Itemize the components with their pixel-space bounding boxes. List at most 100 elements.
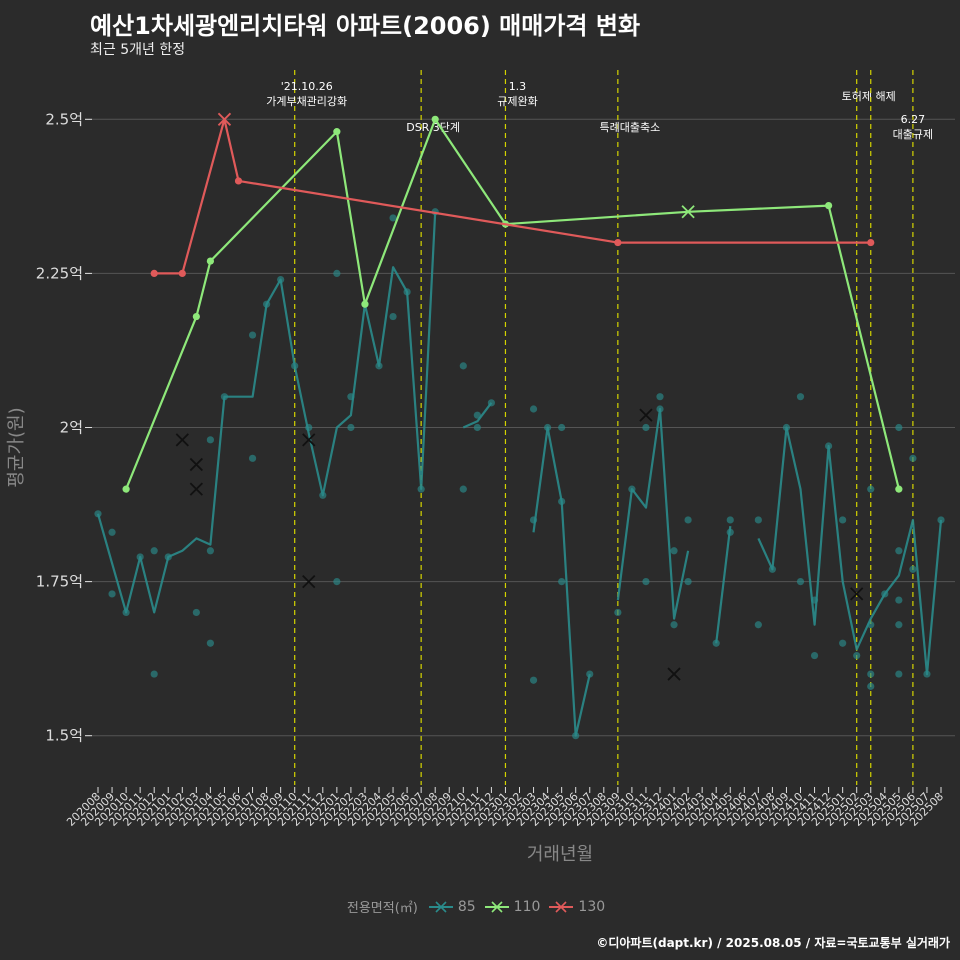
data-point-85: [656, 405, 664, 413]
legend-swatch-85-icon: [428, 900, 453, 913]
data-point-85: [726, 528, 734, 536]
data-point-85: [319, 491, 327, 499]
data-point-85: [670, 621, 678, 629]
data-point-85: [136, 553, 144, 561]
data-point-130: [178, 269, 186, 278]
series-line-85: [96, 211, 437, 614]
data-point-85: [937, 516, 945, 524]
data-point-85: [923, 670, 931, 678]
data-point-85: [867, 485, 875, 493]
data-point-85: [656, 393, 664, 401]
data-point-110: [825, 202, 833, 210]
data-point-85: [558, 423, 566, 432]
data-point-85: [389, 214, 397, 222]
data-point-85: [473, 411, 481, 419]
data-point-85: [459, 362, 467, 370]
data-point-85: [417, 485, 425, 493]
legend-title: 전용면적(㎡): [346, 901, 418, 916]
data-point-110: [122, 485, 130, 493]
data-point-85: [726, 516, 734, 524]
data-point-85: [558, 577, 566, 586]
legend: 전용면적(㎡) 85 110 130: [0, 897, 960, 917]
data-point-85: [333, 577, 341, 586]
data-point-85: [586, 670, 594, 678]
data-point-85: [782, 423, 791, 432]
data-point-85: [895, 621, 903, 629]
data-point-85: [628, 485, 636, 493]
data-point-85: [150, 547, 158, 555]
data-point-85: [895, 423, 903, 432]
data-point-85: [94, 510, 102, 518]
data-point-85: [572, 732, 580, 740]
data-point-85: [839, 639, 847, 647]
data-point-85: [867, 670, 875, 678]
data-point-85: [839, 516, 847, 524]
data-cross-85: [667, 667, 681, 681]
data-point-110: [431, 115, 439, 123]
data-point-85: [825, 442, 833, 450]
legend-swatch-110-icon: [484, 900, 509, 913]
data-point-85: [347, 423, 355, 432]
legend-swatch-130-icon: [549, 900, 574, 913]
data-point-85: [403, 288, 411, 296]
data-point-85: [122, 608, 130, 617]
data-point-85: [389, 312, 397, 321]
data-point-85: [796, 393, 805, 401]
data-cross-85: [850, 587, 864, 601]
data-point-85: [529, 676, 538, 684]
source-caption: ©디아파트(dapt.kr) / 2025.08.05 / 자료=국토교통부 실…: [596, 936, 950, 950]
event-label: '21.10.26: [281, 80, 333, 93]
data-point-85: [712, 639, 720, 647]
series-line-85: [616, 407, 690, 620]
data-point-85: [459, 485, 467, 493]
data-point-85: [684, 577, 692, 586]
legend-label-110: 110: [513, 898, 541, 915]
y-tick-label: 1.75억: [36, 573, 83, 591]
data-point-85: [853, 651, 861, 660]
data-point-85: [529, 405, 538, 413]
data-cross-85: [302, 574, 316, 589]
data-point-110: [192, 312, 200, 321]
data-point-85: [291, 362, 299, 370]
data-point-85: [867, 621, 875, 629]
data-cross-85: [189, 457, 203, 472]
data-point-85: [642, 423, 650, 432]
data-point-130: [150, 269, 158, 278]
data-point-110: [206, 257, 214, 265]
legend-label-130: 130: [578, 898, 606, 915]
data-point-85: [473, 423, 481, 432]
data-cross-85: [302, 433, 316, 447]
data-point-85: [150, 670, 158, 678]
data-point-85: [192, 608, 200, 617]
y-tick-label: 2억: [60, 419, 83, 437]
legend-item-110: 110: [484, 898, 541, 915]
data-cross-85: [189, 482, 203, 496]
event-label: 1.3: [509, 80, 527, 93]
data-point-85: [164, 553, 172, 561]
data-point-85: [248, 331, 257, 339]
data-point-85: [881, 590, 889, 598]
data-point-85: [909, 565, 917, 573]
y-tick-label: 2.5억: [45, 110, 83, 128]
data-cross-85: [639, 408, 653, 422]
data-point-110: [895, 485, 903, 493]
data-point-130: [867, 238, 875, 247]
data-point-85: [642, 577, 650, 586]
legend-item-85: 85: [428, 899, 476, 915]
data-point-85: [895, 547, 903, 555]
event-label: 특례대출축소: [599, 121, 660, 134]
data-point-85: [305, 423, 313, 432]
data-point-85: [895, 670, 903, 678]
data-point-85: [375, 362, 383, 370]
data-point-130: [614, 238, 622, 247]
series-line-130: [154, 118, 871, 275]
data-point-85: [754, 621, 762, 629]
data-point-85: [248, 454, 257, 462]
data-point-85: [768, 565, 777, 573]
event-label: 6.27: [901, 113, 926, 126]
data-point-85: [347, 393, 355, 401]
data-point-85: [108, 590, 116, 598]
data-point-85: [108, 528, 116, 536]
data-point-85: [684, 516, 692, 524]
data-point-110: [333, 128, 341, 136]
